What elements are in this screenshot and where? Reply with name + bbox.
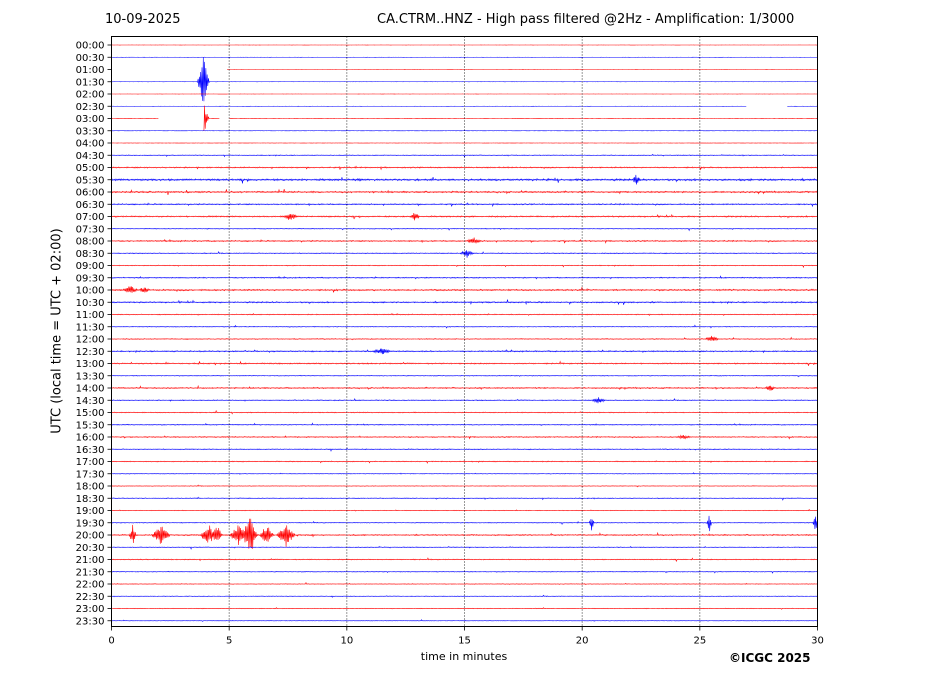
trace-row-1600 [111, 434, 818, 440]
y-tick-label: 11:00 [76, 310, 105, 321]
chart-title: CA.CTRM..HNZ - High pass filtered @2Hz -… [377, 12, 795, 27]
y-tick-label: 09:00 [76, 261, 105, 272]
y-tick-label: 10:00 [76, 286, 105, 297]
y-tick-label: 15:30 [76, 420, 105, 431]
trace-row-1000 [111, 286, 818, 293]
trace-row-0500 [111, 165, 818, 171]
trace-row-2200 [111, 581, 818, 586]
y-tick-label: 05:00 [76, 163, 105, 174]
x-tick-label: 15 [458, 636, 471, 647]
y-tick-label: 18:00 [76, 482, 105, 493]
y-tick-label: 19:00 [76, 506, 105, 517]
y-tick-label: 14:00 [76, 384, 105, 395]
trace-row-1200 [111, 335, 818, 342]
trace-row-2300 [111, 607, 818, 610]
trace-row-0300 [111, 105, 818, 131]
y-tick-label: 22:30 [76, 592, 105, 603]
trace-row-1100 [111, 312, 818, 317]
y-tick-label: 16:00 [76, 433, 105, 444]
y-tick-label: 20:00 [76, 531, 105, 542]
x-tick-label: 10 [340, 636, 353, 647]
y-tick-label: 12:00 [76, 335, 105, 346]
y-tick-label: 16:30 [76, 445, 105, 456]
y-tick-label: 08:00 [76, 237, 105, 248]
y-tick-label: 04:30 [76, 151, 105, 162]
trace-row-1700 [111, 460, 818, 464]
y-tick-label: 03:30 [76, 126, 105, 137]
y-tick-label: 17:30 [76, 469, 105, 480]
y-tick-label: 23:30 [76, 616, 105, 627]
y-tick-label: 11:30 [76, 322, 105, 333]
trace-row-2130 [111, 570, 818, 574]
grid-layer [228, 36, 701, 627]
trace-row-2230 [111, 594, 818, 598]
trace-row-1030 [111, 299, 818, 306]
x-tick-label: 20 [576, 636, 589, 647]
x-tick-label: 5 [226, 636, 232, 647]
y-tick-label: 19:30 [76, 518, 105, 529]
trace-row-0830 [111, 250, 818, 258]
y-tick-label: 20:30 [76, 543, 105, 554]
y-tick-label: 03:00 [76, 114, 105, 125]
y-tick-label: 14:30 [76, 396, 105, 407]
y-tick-label: 01:30 [76, 77, 105, 88]
y-tick-label: 05:30 [76, 175, 105, 186]
y-tick-label: 07:00 [76, 212, 105, 223]
y-tick-label: 00:00 [76, 41, 105, 52]
y-tick-label: 13:00 [76, 359, 105, 370]
y-tick-label: 02:30 [76, 102, 105, 113]
y-tick-label: 07:30 [76, 224, 105, 235]
y-tick-label: 21:30 [76, 567, 105, 578]
x-tick-label: 0 [108, 636, 114, 647]
x-tick-label: 30 [811, 636, 824, 647]
copyright-credit: ©ICGC 2025 [729, 651, 811, 665]
y-tick-label: 06:30 [76, 200, 105, 211]
y-tick-label: 04:00 [76, 139, 105, 150]
trace-row-1130 [111, 324, 818, 329]
y-tick-label: 08:30 [76, 249, 105, 260]
trace-row-0530 [111, 174, 818, 185]
trace-row-0630 [111, 202, 818, 208]
trace-row-1530 [111, 422, 818, 426]
y-tick-label: 00:30 [76, 53, 105, 64]
y-tick-label: 15:00 [76, 408, 105, 419]
x-ticks-layer: 0 5 10 15 20 25 30 [108, 626, 824, 647]
trace-row-1730 [111, 472, 818, 475]
date-label: 10-09-2025 [105, 12, 181, 27]
y-tick-label: 22:00 [76, 580, 105, 591]
y-tick-label: 12:30 [76, 347, 105, 358]
trace-row-0930 [111, 275, 818, 280]
trace-row-1800 [111, 484, 818, 488]
y-tick-label: 23:00 [76, 604, 105, 615]
trace-row-1630 [111, 447, 818, 452]
y-tick-label: 02:00 [76, 90, 105, 101]
trace-row-2330 [111, 619, 818, 622]
x-axis-label: time in minutes [420, 650, 508, 663]
y-tick-label: 06:00 [76, 188, 105, 199]
y-tick-label: 10:30 [76, 298, 105, 309]
y-tick-label: 01:00 [76, 65, 105, 76]
y-tick-label: 17:00 [76, 457, 105, 468]
y-tick-label: 21:00 [76, 555, 105, 566]
y-tick-label: 13:30 [76, 371, 105, 382]
y-tick-label: 18:30 [76, 494, 105, 505]
y-tick-label: 09:30 [76, 273, 105, 284]
x-tick-label: 25 [693, 636, 706, 647]
